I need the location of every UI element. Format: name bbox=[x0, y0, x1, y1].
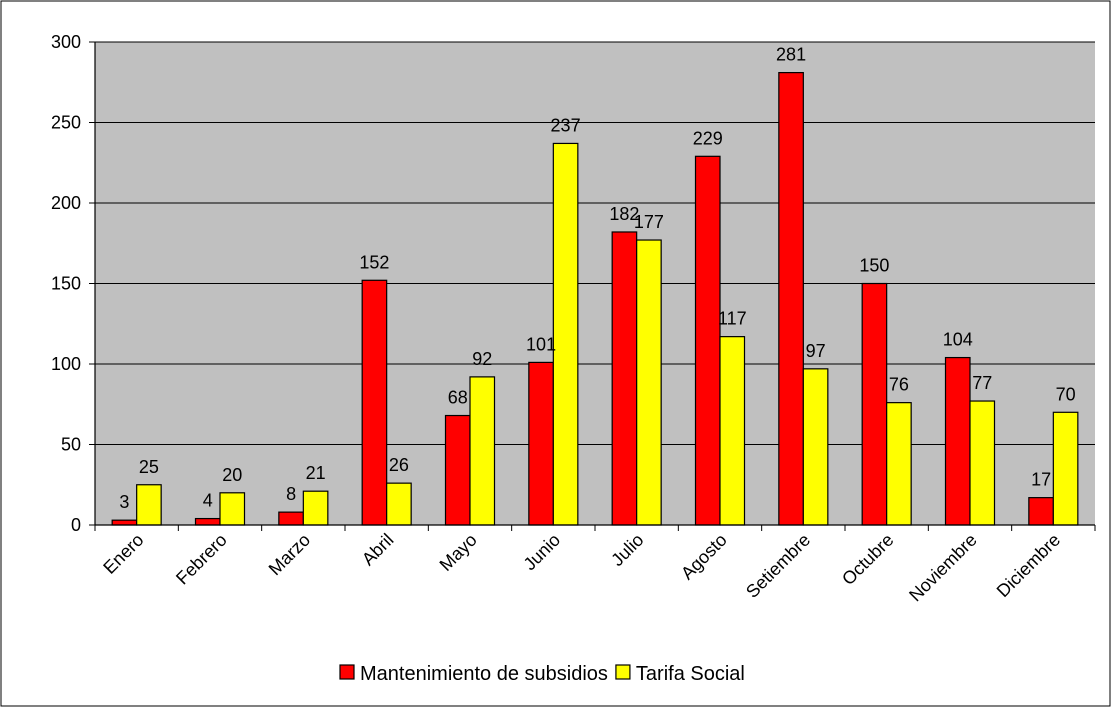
legend-swatch bbox=[339, 664, 355, 680]
bar-mantenimiento bbox=[611, 231, 638, 526]
data-label: 237 bbox=[551, 115, 581, 135]
y-tick-label: 300 bbox=[51, 32, 81, 52]
data-label: 92 bbox=[472, 349, 492, 369]
data-label: 70 bbox=[1056, 384, 1076, 404]
data-label: 182 bbox=[609, 204, 639, 224]
bar-mantenimiento bbox=[194, 517, 221, 526]
bar-mantenimiento bbox=[111, 519, 138, 526]
bar-mantenimiento bbox=[778, 71, 804, 526]
bar-tarifa-social bbox=[469, 376, 496, 526]
bar-mantenimiento bbox=[528, 361, 554, 526]
y-tick-label: 100 bbox=[51, 354, 81, 374]
legend-label: Mantenimiento de subsidios bbox=[360, 663, 608, 685]
y-tick-label: 150 bbox=[51, 274, 81, 294]
bar-tarifa-social bbox=[636, 239, 662, 526]
data-label: 4 bbox=[203, 491, 213, 511]
bars bbox=[111, 71, 1079, 526]
data-label: 17 bbox=[1031, 470, 1051, 490]
data-label: 25 bbox=[139, 457, 159, 477]
bar-tarifa-social bbox=[219, 492, 246, 526]
gridlines bbox=[95, 41, 1095, 445]
legend-label: Tarifa Social bbox=[636, 663, 745, 685]
data-label: 101 bbox=[526, 334, 556, 354]
data-labels: 3 4 8 152 68 101 182 229 281 150 104 17 25 20 21 26 92 23… bbox=[119, 45, 1075, 513]
data-label: 76 bbox=[889, 375, 909, 395]
bar-mantenimiento bbox=[361, 279, 388, 526]
data-label: 117 bbox=[718, 309, 747, 329]
data-label: 152 bbox=[359, 252, 389, 272]
data-label: 97 bbox=[806, 341, 826, 361]
bar-tarifa-social bbox=[886, 402, 912, 526]
bar-tarifa-social bbox=[136, 484, 162, 526]
data-label: 281 bbox=[776, 45, 806, 65]
data-label: 20 bbox=[222, 465, 242, 485]
data-label: 21 bbox=[306, 463, 326, 483]
bar-tarifa-social bbox=[719, 336, 746, 526]
bar-mantenimiento bbox=[444, 414, 471, 526]
bar-mantenimiento bbox=[861, 282, 888, 526]
y-tick-label: 200 bbox=[51, 193, 81, 213]
y-tick-labels: 0 50 100 150 200 250 300 bbox=[51, 32, 81, 535]
data-label: 104 bbox=[943, 330, 973, 350]
legend-swatch bbox=[615, 664, 631, 680]
bar-tarifa-social bbox=[1052, 411, 1079, 526]
data-label: 77 bbox=[972, 373, 992, 393]
data-label: 150 bbox=[859, 256, 889, 276]
data-label: 229 bbox=[693, 128, 723, 148]
y-tick-label: 250 bbox=[51, 113, 81, 133]
bar-tarifa-social bbox=[552, 142, 579, 526]
bar-mantenimiento bbox=[278, 511, 304, 526]
data-label: 26 bbox=[389, 455, 409, 475]
bar-tarifa-social bbox=[386, 482, 412, 526]
bar-tarifa-social bbox=[302, 490, 329, 526]
data-label: 3 bbox=[119, 492, 129, 512]
y-tick-label: 50 bbox=[61, 435, 81, 455]
data-label: 177 bbox=[634, 212, 664, 232]
bar-mantenimiento bbox=[1028, 497, 1054, 526]
bar-tarifa-social bbox=[969, 400, 996, 526]
bar-tarifa-social bbox=[802, 368, 829, 526]
data-label: 8 bbox=[286, 484, 296, 504]
axes bbox=[89, 41, 1096, 531]
data-label: 68 bbox=[448, 388, 468, 408]
bar-mantenimiento bbox=[944, 356, 971, 526]
y-tick-label: 0 bbox=[71, 515, 81, 535]
legend: Mantenimiento de subsidios Tarifa Social bbox=[339, 663, 745, 685]
bar-mantenimiento bbox=[694, 155, 721, 526]
